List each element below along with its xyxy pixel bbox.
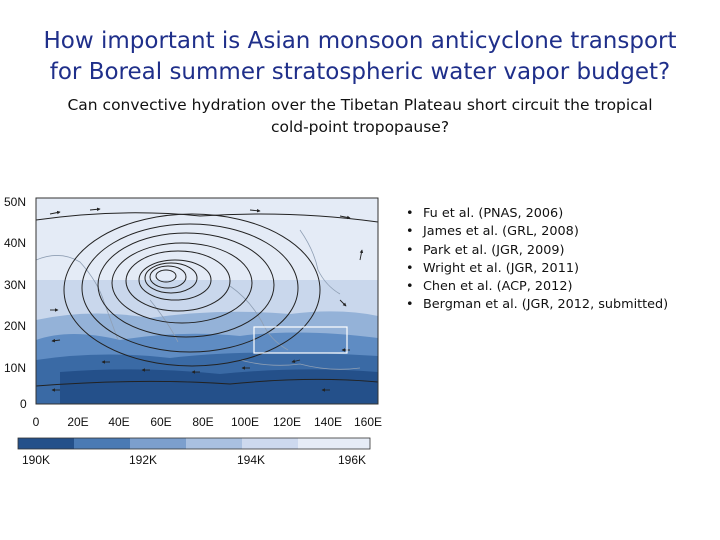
colorbar-segment	[298, 438, 370, 449]
map-band-darkest	[60, 369, 378, 404]
lat-label: 0	[20, 397, 27, 411]
reference-list: • Fu et al. (PNAS, 2006) • James et al. (G…	[406, 205, 668, 315]
map-frame	[35, 197, 379, 405]
coastlines	[36, 229, 361, 370]
lat-label: 40N	[4, 236, 26, 250]
lon-label: 60E	[150, 415, 171, 429]
title-line-2: for Boreal summer stratospheric water va…	[49, 59, 671, 85]
bullet-marker: •	[406, 279, 414, 295]
colorbar-label: 196K	[338, 453, 366, 467]
lat-label: 10N	[4, 361, 26, 375]
subtitle-line-1: Can convective hydration over the Tibeta…	[67, 96, 653, 114]
colorbar-segment	[130, 438, 186, 449]
temperature-wind-map: 50N 40N 30N 20N 10N 0 0 20E 40E 60E 80E …	[4, 195, 382, 467]
highlight-box	[253, 326, 348, 354]
colorbar-segment	[18, 438, 74, 449]
wind-vectors	[49, 207, 364, 392]
colorbar-labels: 190K 192K 194K 196K	[22, 453, 366, 467]
bullet-marker: •	[406, 260, 414, 276]
map-field	[36, 198, 378, 404]
longitude-labels: 0 20E 40E 60E 80E 100E 120E 140E 160E	[33, 415, 382, 429]
lon-label: 100E	[231, 415, 259, 429]
slide-title: How important is Asian monsoon anticyclo…	[0, 26, 720, 88]
lon-label: 120E	[273, 415, 301, 429]
colorbar-label: 190K	[22, 453, 50, 467]
colorbar-segment	[242, 438, 298, 449]
lat-label: 50N	[4, 195, 26, 209]
bullet-marker: •	[406, 297, 414, 313]
reference-text: James et al. (GRL, 2008)	[423, 224, 579, 240]
colorbar: 190K 192K 194K 196K	[17, 437, 371, 467]
colorbar-label: 194K	[237, 453, 265, 467]
latitude-labels: 50N 40N 30N 20N 10N 0	[4, 195, 27, 411]
bullet-marker: •	[406, 206, 414, 221]
reference-item: • Park et al. (JGR, 2009)	[406, 242, 668, 260]
streamlines	[36, 212, 378, 387]
lon-label: 160E	[354, 415, 382, 429]
colorbar-frame	[17, 437, 371, 450]
reference-text: Wright et al. (JGR, 2011)	[423, 260, 579, 276]
colorbar-segment	[74, 438, 130, 449]
lon-label: 80E	[192, 415, 213, 429]
colorbar-label: 192K	[129, 453, 157, 467]
reference-item: • James et al. (GRL, 2008)	[406, 223, 668, 241]
slide-subtitle: Can convective hydration over the Tibeta…	[40, 94, 680, 138]
title-line-1: How important is Asian monsoon anticyclo…	[43, 28, 677, 54]
lat-label: 20N	[4, 319, 26, 333]
lon-label: 20E	[67, 415, 88, 429]
colorbar-segment	[186, 438, 242, 449]
reference-text: Park et al. (JGR, 2009)	[423, 242, 565, 258]
reference-text: Chen et al. (ACP, 2012)	[423, 279, 573, 295]
lon-label: 40E	[108, 415, 129, 429]
subtitle-line-2: cold-point tropopause?	[270, 118, 450, 136]
bullet-marker: •	[406, 224, 414, 240]
reference-text: Fu et al. (PNAS, 2006)	[423, 206, 564, 221]
lon-label: 140E	[314, 415, 342, 429]
anticyclone-map-figure: 50N 40N 30N 20N 10N 0 0 20E 40E 60E 80E …	[0, 190, 400, 480]
bullet-marker: •	[406, 242, 414, 258]
lat-label: 30N	[4, 278, 26, 292]
reference-text: Bergman et al. (JGR, 2012, submitted)	[423, 297, 669, 313]
reference-item: • Bergman et al. (JGR, 2012, submitted)	[406, 296, 668, 314]
reference-item: • Chen et al. (ACP, 2012)	[406, 278, 668, 296]
reference-item: • Fu et al. (PNAS, 2006)	[406, 205, 668, 223]
lon-label: 0	[33, 415, 40, 429]
reference-item: • Wright et al. (JGR, 2011)	[406, 260, 668, 278]
